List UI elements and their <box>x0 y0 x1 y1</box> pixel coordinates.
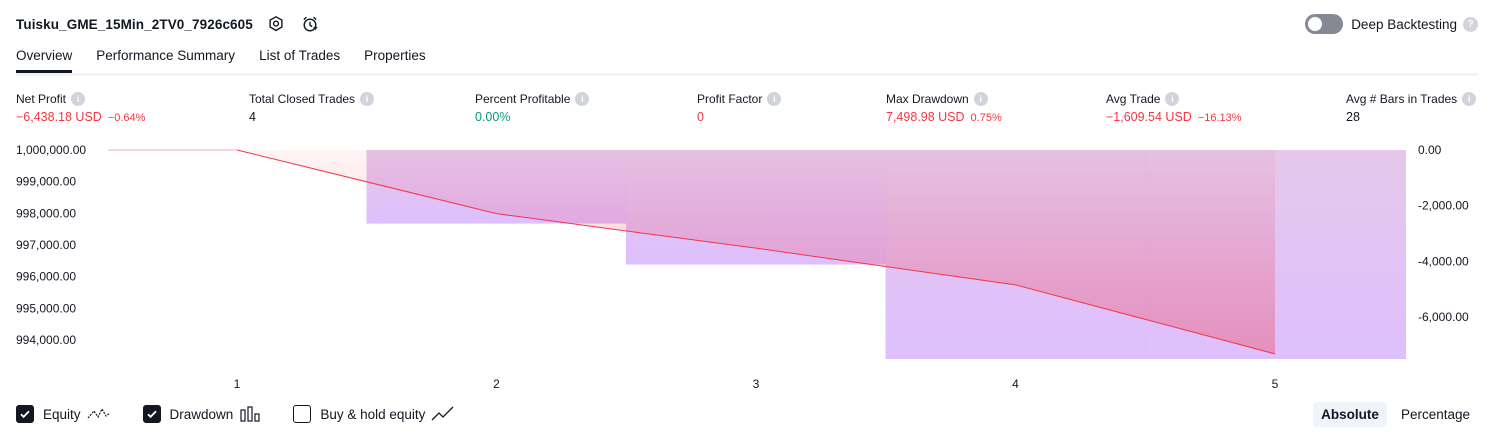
y-right-tick-label: 0.00 <box>1418 143 1442 157</box>
percentage-button[interactable]: Percentage <box>1400 406 1470 422</box>
chart-axes: 1,000,000.00 999,000.00 998,000.00 997,000.… <box>16 143 1469 391</box>
y-left-tick-label: 1,000,000.00 <box>16 143 86 157</box>
metrics-row: Net Profit i −6,438.18 USD −0.64% Total Cl… <box>0 92 1494 132</box>
metric-label: Max Drawdown <box>886 92 969 106</box>
drawdown-checkbox[interactable] <box>142 405 161 423</box>
info-icon[interactable]: i <box>71 92 86 106</box>
metric-avg-trade: Avg Trade i −1,609.54 USD −16.13% <box>1106 92 1242 124</box>
absolute-button[interactable]: Absolute <box>1313 401 1387 427</box>
buy-hold-checkbox[interactable] <box>293 405 312 423</box>
strategy-header: Tuisku_GME_15Min_2TV0_7926c605 Deep Back… <box>16 12 1478 36</box>
info-icon[interactable]: i <box>575 92 590 106</box>
toggle-knob <box>1308 17 1323 31</box>
equity-checkbox[interactable] <box>16 405 34 423</box>
settings-icon[interactable] <box>265 13 287 35</box>
tab-properties[interactable]: Properties <box>364 48 426 63</box>
metric-label: Total Closed Trades <box>249 92 356 106</box>
y-left-tick-label: 996,000.00 <box>16 270 76 284</box>
equity-line <box>236 149 1276 355</box>
x-tick-label: 2 <box>493 377 500 391</box>
x-tick-label: 3 <box>753 377 760 391</box>
info-icon[interactable]: i <box>973 92 988 106</box>
y-left-tick-label: 999,000.00 <box>16 175 76 189</box>
y-left-tick-label: 994,000.00 <box>16 333 76 347</box>
y-right-tick-label: -4,000.00 <box>1418 254 1469 268</box>
tab-overview[interactable]: Overview <box>16 44 73 73</box>
bar-chart-icon <box>239 406 261 422</box>
buy-hold-label: Buy & hold equity <box>320 406 426 422</box>
legend-buy-hold[interactable]: Buy & hold equity <box>293 405 455 423</box>
metric-value: 0.00% <box>475 110 511 124</box>
metric-label: Avg # Bars in Trades <box>1346 92 1458 106</box>
equity-area <box>237 150 1275 354</box>
metric-percent: −16.13% <box>1197 112 1242 124</box>
help-icon[interactable]: ? <box>1463 16 1478 32</box>
x-tick-label: 5 <box>1272 377 1279 391</box>
alert-icon[interactable] <box>299 13 321 35</box>
equity-series <box>108 149 1276 355</box>
y-left-tick-label: 995,000.00 <box>16 301 76 315</box>
info-icon[interactable]: i <box>1462 92 1477 106</box>
info-icon[interactable]: i <box>767 92 782 106</box>
info-icon[interactable]: i <box>360 92 375 106</box>
metric-value: 4 <box>249 110 256 124</box>
y-left-tick-label: 997,000.00 <box>16 238 76 252</box>
metric-value: 7,498.98 USD <box>886 110 965 124</box>
chart-legend-bar: Equity Drawdown Buy & hold equity Absolu… <box>16 400 1478 428</box>
trend-line-icon <box>431 406 455 422</box>
metric-value: 0 <box>697 110 704 124</box>
equity-drawdown-chart[interactable]: 1,000,000.00 999,000.00 998,000.00 997,000.… <box>0 138 1494 396</box>
metric-net-profit: Net Profit i −6,438.18 USD −0.64% <box>16 92 145 124</box>
deep-backtesting-label: Deep Backtesting <box>1351 16 1457 32</box>
metric-percent: −0.64% <box>107 112 146 124</box>
legend-drawdown[interactable]: Drawdown <box>142 405 262 423</box>
scale-mode-group: Absolute Percentage <box>1307 401 1478 427</box>
y-right-tick-label: -2,000.00 <box>1418 199 1469 213</box>
metric-avg-bars: Avg # Bars in Trades i 28 <box>1346 92 1477 124</box>
metric-value: 28 <box>1346 110 1360 124</box>
equity-label: Equity <box>43 406 81 422</box>
metric-label: Percent Profitable <box>475 92 571 106</box>
legend-equity[interactable]: Equity <box>16 405 111 423</box>
metric-label: Avg Trade <box>1106 92 1161 106</box>
tab-performance-summary[interactable]: Performance Summary <box>96 48 236 63</box>
metric-value: −6,438.18 USD <box>16 110 102 124</box>
strategy-title: Tuisku_GME_15Min_2TV0_7926c605 <box>16 16 253 32</box>
metric-profit-factor: Profit Factor i 0 <box>697 92 782 124</box>
metric-value: −1,609.54 USD <box>1106 110 1192 124</box>
tab-list-of-trades[interactable]: List of Trades <box>259 48 341 63</box>
x-tick-label: 1 <box>234 377 241 391</box>
y-right-tick-label: -6,000.00 <box>1418 310 1469 324</box>
metric-percent: 0.75% <box>970 112 1002 124</box>
y-left-tick-label: 998,000.00 <box>16 206 76 220</box>
tab-bar: Overview Performance Summary List of Tra… <box>16 44 1478 76</box>
metric-label: Profit Factor <box>697 92 763 106</box>
line-chart-icon <box>87 406 111 422</box>
drawdown-label: Drawdown <box>169 406 234 422</box>
x-tick-label: 4 <box>1012 377 1019 391</box>
metric-percent-profitable: Percent Profitable i 0.00% <box>475 92 590 124</box>
info-icon[interactable]: i <box>1165 92 1180 106</box>
metric-max-drawdown: Max Drawdown i 7,498.98 USD 0.75% <box>886 92 1002 124</box>
deep-backtesting-toggle[interactable] <box>1305 14 1344 34</box>
metric-label: Net Profit <box>16 92 67 106</box>
metric-total-closed-trades: Total Closed Trades i 4 <box>249 92 375 124</box>
